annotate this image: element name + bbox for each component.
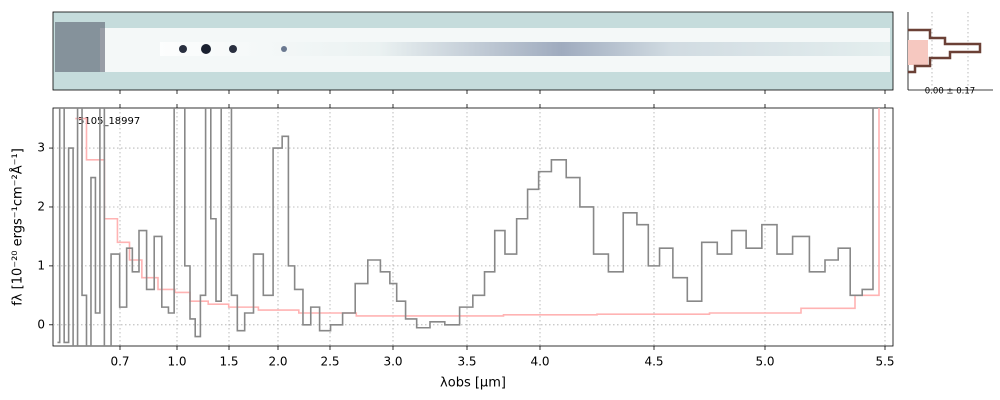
profile-label: 0.00 ± 0.17 (925, 87, 975, 97)
spectrum-line (75, 108, 880, 317)
annotation: 5105_18997 (78, 116, 140, 127)
x-tick-label: 5.0 (755, 355, 774, 369)
x-tick-label: 5.5 (875, 355, 894, 369)
y-axis-label: fλ [10⁻²⁰ ergs⁻¹cm⁻²Å⁻¹] (10, 148, 26, 306)
x-tick-label: 0.7 (110, 355, 129, 369)
y-tick-label: 2 (37, 199, 45, 213)
y-tick-label: 1 (37, 258, 45, 272)
x-tick-label: 2.0 (268, 355, 287, 369)
x-tick-label: 1.5 (219, 355, 238, 369)
x-tick-label: 3.0 (383, 355, 402, 369)
y-tick-label: 0 (37, 317, 45, 331)
profile-panel: 0.00 ± 0.17 (907, 12, 993, 97)
x-tick-label: 3.5 (457, 355, 476, 369)
spectrum-2d (52, 11, 894, 91)
spectrum-line (57, 108, 874, 346)
x-tick-label: 4.5 (644, 355, 663, 369)
x-tick-label: 1.0 (167, 355, 186, 369)
plot-area (57, 108, 880, 346)
plot-frame (52, 107, 894, 347)
x-tick-label: 2.5 (320, 355, 339, 369)
x-tick-label: 4.0 (530, 355, 549, 369)
y-tick-label: 3 (37, 141, 45, 155)
x-axis-label: λobs [μm] (440, 376, 506, 391)
